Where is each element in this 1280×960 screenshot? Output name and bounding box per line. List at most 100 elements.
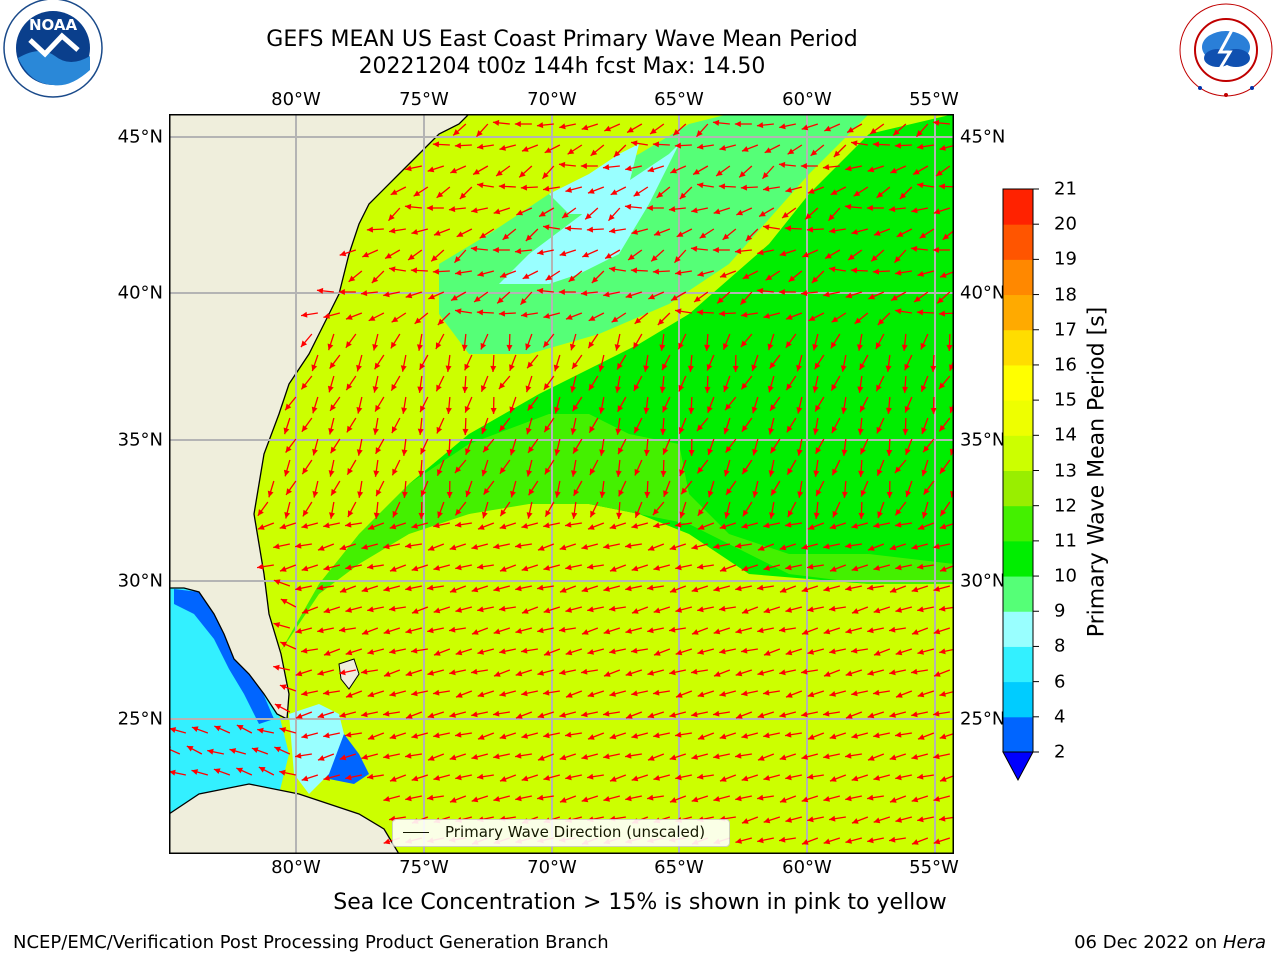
wave-vector-head: [812, 386, 819, 393]
footer-date: 06 Dec 2022 on Hera: [1074, 932, 1266, 953]
wave-vector-head: [493, 795, 501, 802]
colorbar-title: Primary Wave Mean Period [s]: [1084, 306, 1110, 638]
wave-vector-head: [295, 670, 303, 677]
wave-vector-head: [911, 796, 919, 803]
wave-vector-head: [389, 733, 397, 740]
colorbar-bin-18-19: [1003, 259, 1033, 296]
wave-vector-head: [490, 407, 497, 414]
wave-vector-head: [867, 627, 874, 634]
wave-vector-head: [169, 727, 177, 733]
lon-label-bottom-75w: 75°W: [399, 857, 449, 878]
wave-vector-head: [726, 488, 733, 495]
wave-vector-head: [752, 491, 759, 498]
wave-vector-head: [286, 488, 293, 495]
wave-vector-head: [717, 297, 724, 304]
wave-vector-head: [498, 382, 506, 390]
wave-vector-head: [876, 384, 882, 392]
wave-vector-head: [859, 363, 866, 370]
wave-vector-head: [739, 171, 746, 178]
wave-vector-head: [895, 521, 902, 528]
wave-vector-head: [567, 148, 575, 155]
wave-vector-head: [625, 795, 632, 802]
wave-vector-head: [779, 711, 787, 718]
wave-vector-head: [932, 247, 939, 253]
wave-vector-head: [913, 168, 920, 175]
wave-vector-head: [317, 669, 325, 676]
wave-vector-head: [833, 150, 841, 158]
wave-vector-head: [317, 627, 324, 634]
wave-vector-head: [763, 185, 770, 192]
colorbar: [1002, 188, 1039, 782]
wave-vector-head: [347, 468, 353, 475]
wave-vector-head: [723, 385, 729, 392]
wave-vector-head: [688, 407, 695, 414]
wave-vector-head: [408, 254, 415, 260]
wave-vector-head: [411, 690, 418, 697]
wave-vector-head: [559, 544, 567, 551]
wave-vector-head: [509, 448, 516, 456]
wave-vector-head: [634, 511, 641, 518]
colorbar-bin-11-12: [1003, 505, 1033, 542]
wave-vector-head: [464, 363, 470, 371]
wave-vector-head: [662, 447, 669, 455]
wave-vector-head: [565, 774, 572, 781]
wave-vector-head: [405, 542, 412, 549]
wave-vector-head: [697, 563, 704, 570]
wave-vector-head: [401, 491, 408, 498]
wave-vector-head: [785, 816, 793, 823]
wave-vector-head: [480, 342, 487, 350]
wave-vector-head: [581, 753, 589, 760]
wave-vector-head: [499, 605, 506, 612]
andros-island: [338, 658, 360, 690]
wave-vector-head: [757, 584, 764, 591]
wave-vector-head: [830, 189, 838, 195]
wave-vector-head: [591, 276, 599, 284]
wave-vector-head: [719, 523, 727, 530]
wave-vector-head: [521, 775, 529, 782]
wave-vector-head: [895, 564, 902, 571]
wave-vector-head: [301, 732, 309, 739]
wave-vector-head: [589, 468, 596, 476]
wave-vector-head: [279, 523, 287, 530]
wave-vector-head: [829, 566, 837, 572]
wave-vector-head: [722, 343, 729, 350]
wave-vector-head: [345, 521, 352, 528]
wave-vector-head: [565, 731, 572, 738]
wave-vector-head: [191, 726, 199, 733]
wave-vector-head: [625, 627, 633, 634]
wave-vector-head: [675, 521, 682, 528]
wave-vector-head: [823, 671, 831, 677]
wave-vector-head: [905, 448, 911, 455]
wave-vector-head: [860, 405, 866, 413]
wave-vector-head: [719, 272, 727, 278]
wave-vector-head: [273, 664, 280, 671]
wave-vector-head: [674, 142, 682, 149]
wave-vector-head: [283, 427, 290, 435]
wave-vector-head: [681, 487, 688, 495]
wave-vector-head: [357, 491, 364, 498]
wave-vector-head: [465, 490, 472, 498]
wave-vector-head: [427, 755, 435, 761]
wave-vector-head: [823, 838, 831, 845]
wave-vector-head: [704, 386, 711, 393]
wave-vector-head: [886, 491, 893, 498]
wave-vector-head: [873, 607, 881, 614]
wave-vector-head: [506, 344, 513, 351]
wave-vector-head: [346, 425, 353, 433]
wave-vector-head: [939, 776, 947, 782]
wave-vector-head: [446, 449, 453, 456]
wave-vector-head: [690, 245, 698, 252]
wave-vector-head: [462, 386, 469, 393]
wave-vector-head: [361, 629, 369, 635]
wave-vector-head: [895, 508, 902, 516]
wave-vector-head: [614, 386, 621, 393]
wave-vector-head: [317, 712, 325, 719]
wave-vector-head: [779, 754, 787, 761]
wave-vector-head: [732, 365, 739, 372]
wave-vector-head: [257, 563, 264, 570]
wave-vector-head: [427, 627, 434, 634]
wave-vector-head: [933, 208, 941, 215]
wave-vector-head: [860, 447, 866, 455]
wave-vector-head: [618, 489, 624, 497]
wave-vector-head: [763, 774, 771, 781]
